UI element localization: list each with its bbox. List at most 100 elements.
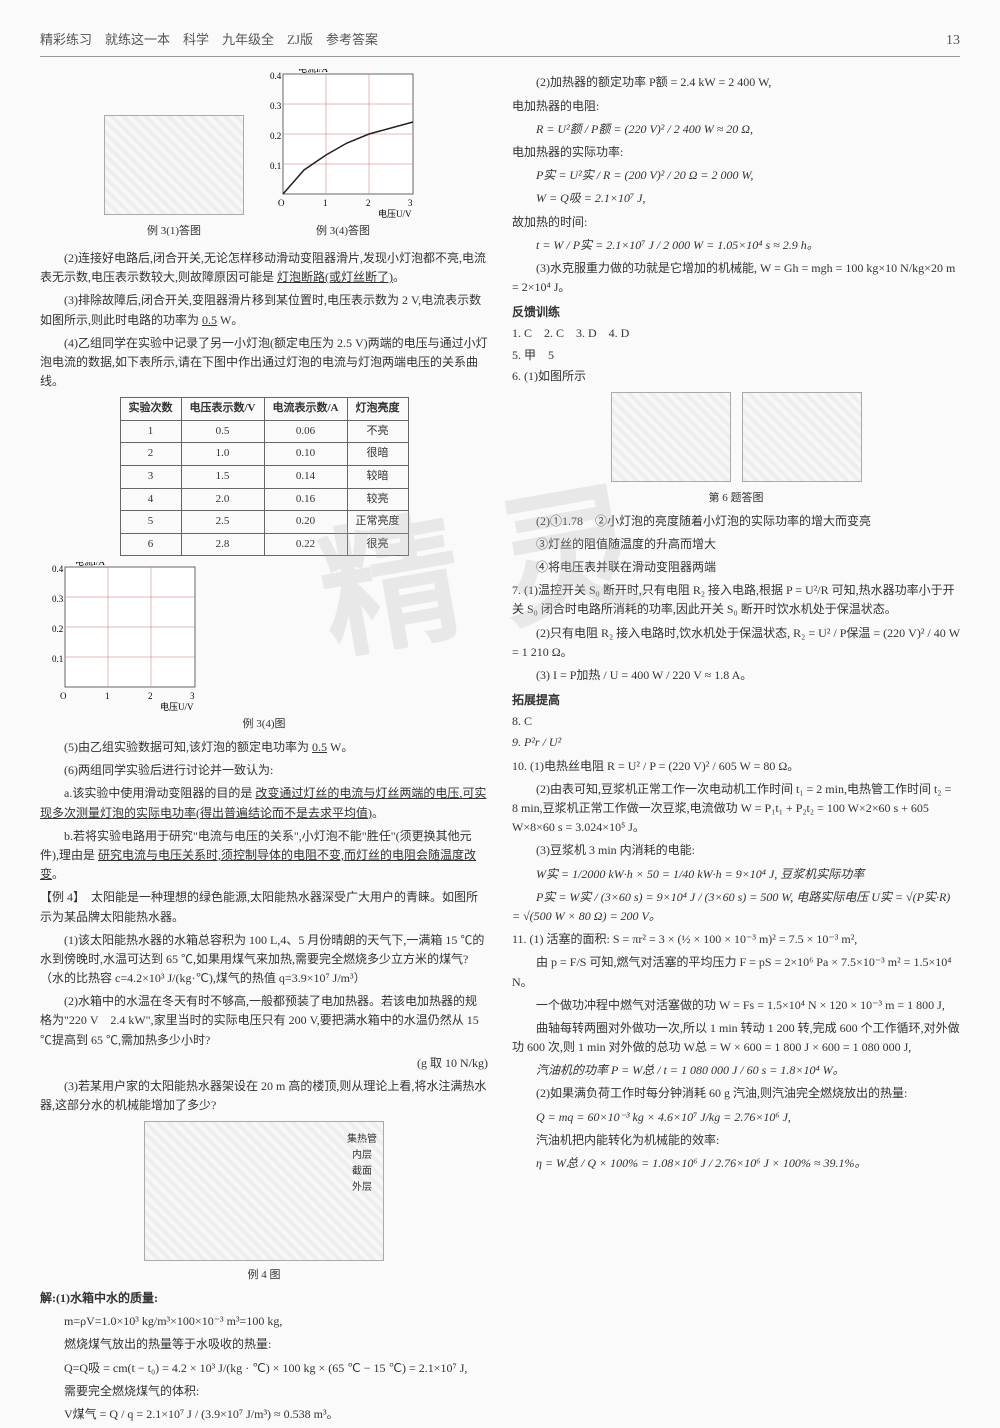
q7-2: (2)只有电阻 R₂ 接入电路时,饮水机处于保温状态, R₂ = U² / P保… xyxy=(512,624,960,662)
circuit1-caption: 例 3(1)答图 xyxy=(100,223,248,241)
q3-text: (3)排除故障后,闭合开关,变阻器滑片移到某位置时,电压表示数为 2 V,电流表… xyxy=(40,291,488,329)
table-cell: 0.20 xyxy=(264,511,347,534)
sol-V: V煤气 = Q / q = 2.1×10⁷ J / (3.9×10⁷ J/m³)… xyxy=(40,1405,488,1424)
svg-text:O: O xyxy=(60,691,67,701)
table-cell: 5 xyxy=(120,511,181,534)
table-cell: 0.10 xyxy=(264,443,347,466)
r-p3: (3)水克服重力做的功就是它增加的机械能, W = Gh = mgh = 100… xyxy=(512,259,960,297)
q11-1d: 曲轴每转两圈对外做功一次,所以 1 min 转动 1 200 转,完成 600 … xyxy=(512,1019,960,1057)
svg-text:0.3: 0.3 xyxy=(270,101,282,111)
ex4-g: (g 取 10 N/kg) xyxy=(40,1054,488,1073)
table-row: 21.00.10很暗 xyxy=(120,443,408,466)
table-cell: 0.16 xyxy=(264,488,347,511)
table-cell: 0.5 xyxy=(181,420,264,443)
svg-text:2: 2 xyxy=(366,198,371,208)
circuit-ans6-caption: 第 6 题答图 xyxy=(512,490,960,508)
table-header: 实验次数 xyxy=(120,398,181,421)
table-cell: 不亮 xyxy=(347,420,408,443)
left-column: 例 3(1)答图 0.40.3 0.20.1 O 123 电压U/V 电流I/A xyxy=(40,69,488,1428)
svg-text:0.2: 0.2 xyxy=(52,624,63,634)
table-cell: 很暗 xyxy=(347,443,408,466)
eq-R: R = U²额 / P额 = (220 V)² / 2 400 W ≈ 20 Ω… xyxy=(512,120,960,139)
q6-text: (6)两组同学实验后进行讨论并一致认为: xyxy=(40,761,488,780)
page-number: 13 xyxy=(946,30,960,52)
q2-text: (2)连接好电路后,闭合开关,无论怎样移动滑动变阻器滑片,发现小灯泡都不亮,电流… xyxy=(40,249,488,287)
table-cell: 1 xyxy=(120,420,181,443)
table-header: 灯泡亮度 xyxy=(347,398,408,421)
svg-text:0.4: 0.4 xyxy=(52,564,64,574)
table-cell: 0.14 xyxy=(264,466,347,489)
r-p1b: 电加热器的电阻: xyxy=(512,97,960,116)
table-cell: 2 xyxy=(120,443,181,466)
svg-text:0.3: 0.3 xyxy=(52,594,64,604)
table-cell: 1.0 xyxy=(181,443,264,466)
table-row: 42.00.16较亮 xyxy=(120,488,408,511)
ex4-intro: 【例 4】 太阳能是一种理想的绿色能源,太阳能热水器深受广大用户的青睐。如图所示… xyxy=(40,888,488,926)
r-p1d: 故加热的时间: xyxy=(512,213,960,232)
q11-2d: η = W总 / Q × 100% = 1.08×10⁶ J / 2.76×10… xyxy=(512,1154,960,1173)
chart2-caption: 例 3(4)图 xyxy=(40,716,488,734)
x-axis-label: 电压U/V xyxy=(378,208,412,219)
ex4-q2: (2)水箱中的水温在冬天有时不够高,一般都预装了电加热器。若该电加热器的规格为"… xyxy=(40,992,488,1050)
q3-blank: 0.5 xyxy=(202,313,217,327)
table-cell: 6 xyxy=(120,533,181,556)
sol-Q-intro: 燃烧煤气放出的热量等于水吸收的热量: xyxy=(40,1335,488,1354)
svg-text:电流I/A: 电流I/A xyxy=(75,562,105,567)
q6a-text: a.该实验中使用滑动变阻器的目的是 改变通过灯丝的电流与灯丝两端的电压,可实现多… xyxy=(40,784,488,822)
q10-3c: P实 = W实 / (3×60 s) = 9×10⁴ J / (3×60 s) … xyxy=(512,888,960,926)
svg-text:1: 1 xyxy=(105,691,110,701)
r-p1c: 电加热器的实际功率: xyxy=(512,143,960,162)
ans-6: 6. (1)如图所示 xyxy=(512,367,960,386)
table-header: 电流表示数/A xyxy=(264,398,347,421)
table-cell: 2.0 xyxy=(181,488,264,511)
svg-text:3: 3 xyxy=(408,198,413,208)
table-cell: 0.22 xyxy=(264,533,347,556)
q7-1: 7. (1)温控开关 S₀ 断开时,只有电阻 R₂ 接入电路,根据 P = U²… xyxy=(512,581,960,619)
svg-text:0.2: 0.2 xyxy=(270,131,281,141)
table-cell: 0.06 xyxy=(264,420,347,443)
solar-heater-diagram: 集热管 内层 截面 外层 xyxy=(144,1121,384,1261)
label-tube: 集热管 xyxy=(347,1132,377,1148)
table-row: 10.50.06不亮 xyxy=(120,420,408,443)
q11-1c: 一个做功冲程中燃气对活塞做的功 W = Fs = 1.5×10⁴ N × 120… xyxy=(512,996,960,1015)
q6b-text: b.若将实验电路用于研究"电流与电压的关系",小灯泡不能"胜任"(须更换其他元件… xyxy=(40,827,488,885)
solar-caption: 例 4 图 xyxy=(40,1267,488,1285)
q10-2: (2)由表可知,豆浆机正常工作一次电动机工作时间 t₁ = 2 min,电热管工… xyxy=(512,780,960,838)
q7-3: (3) I = P加热 / U = 400 W / 220 V ≈ 1.8 A。 xyxy=(512,666,960,685)
table-cell: 4 xyxy=(120,488,181,511)
ext-head: 拓展提高 xyxy=(512,691,960,710)
chart1-caption: 例 3(4)答图 xyxy=(258,223,428,241)
eq-t: t = W / P实 = 2.1×10⁷ J / 2 000 W = 1.05×… xyxy=(512,236,960,255)
content-columns: 例 3(1)答图 0.40.3 0.20.1 O 123 电压U/V 电流I/A xyxy=(40,69,960,1428)
table-cell: 3 xyxy=(120,466,181,489)
q11-1a: 11. (1) 活塞的面积: S = πr² = 3 × (½ × 100 × … xyxy=(512,930,960,949)
q6b-blank: 研究电流与电压关系时,须控制导体的电阻不变,而灯丝的电阻会随温度改变 xyxy=(40,848,476,881)
q10-3b: W实 = 1/2000 kW·h × 50 = 1/40 kW·h = 9×10… xyxy=(512,865,960,884)
table-cell: 较亮 xyxy=(347,488,408,511)
svg-text:O: O xyxy=(278,198,285,208)
ans-9: 9. P²r / U² xyxy=(512,733,960,752)
table-cell: 2.8 xyxy=(181,533,264,556)
r-p6-3: ③灯丝的阻值随温度的升高而增大 xyxy=(512,535,960,554)
q11-1b: 由 p = F/S 可知,燃气对活塞的平均压力 F = pS = 2×10⁶ P… xyxy=(512,953,960,991)
iv-chart-1: 0.40.3 0.20.1 O 123 电压U/V 电流I/A xyxy=(258,69,428,219)
eq-W: W = Q吸 = 2.1×10⁷ J, xyxy=(512,189,960,208)
table-cell: 很亮 xyxy=(347,533,408,556)
page-header: 精彩练习 就练这一本 科学 九年级全 ZJ版 参考答案 13 xyxy=(40,30,960,57)
q2-blank: 灯泡断路(或灯丝断了) xyxy=(277,270,393,284)
iv-chart-2-blank: 0.40.3 0.20.1 O 123 电压U/V 电流I/A xyxy=(40,562,210,712)
header-title: 精彩练习 就练这一本 科学 九年级全 ZJ版 参考答案 xyxy=(40,30,378,52)
sol-V-intro: 需要完全燃烧煤气的体积: xyxy=(40,1382,488,1401)
feedback-head: 反馈训练 xyxy=(512,303,960,322)
ans-1to4: 1. C 2. C 3. D 4. D xyxy=(512,324,960,343)
q11-2c: 汽油机把内能转化为机械能的效率: xyxy=(512,1131,960,1150)
table-row: 31.50.14较暗 xyxy=(120,466,408,489)
table-row: 52.50.20正常亮度 xyxy=(120,511,408,534)
r-p6-4: ④将电压表并联在滑动变阻器两端 xyxy=(512,558,960,577)
q11-1e: 汽油机的功率 P = W总 / t = 1 080 000 J / 60 s =… xyxy=(512,1061,960,1080)
circuit-ans-6a xyxy=(611,392,731,482)
table-cell: 1.5 xyxy=(181,466,264,489)
svg-text:0.4: 0.4 xyxy=(270,71,282,81)
q10-1: 10. (1)电热丝电阻 R = U² / P = (220 V)² / 605… xyxy=(512,757,960,776)
svg-text:电压U/V: 电压U/V xyxy=(160,701,194,712)
